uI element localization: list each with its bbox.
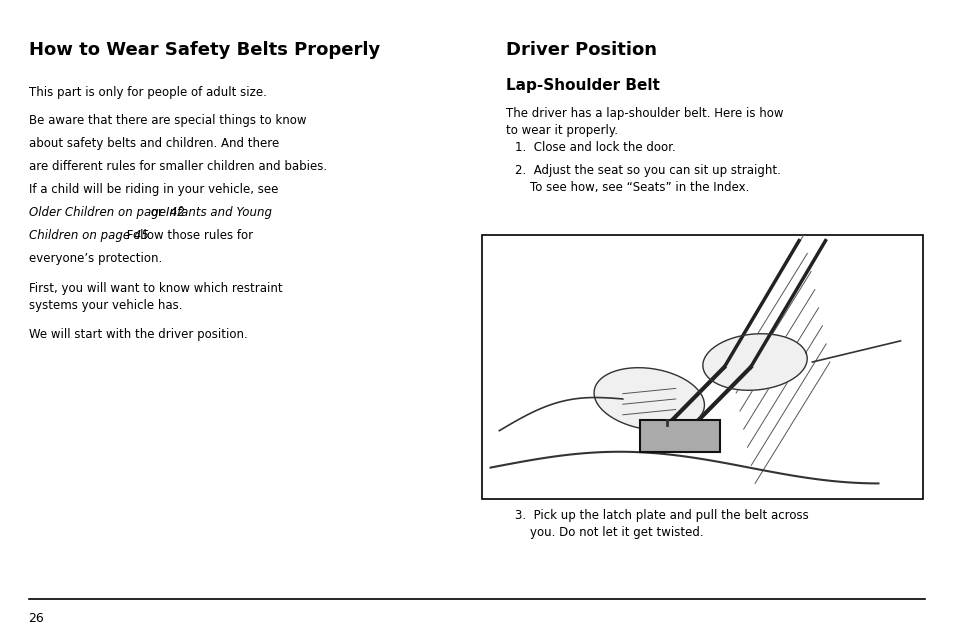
Text: Lap-Shoulder Belt: Lap-Shoulder Belt <box>505 78 659 93</box>
Text: This part is only for people of adult size.: This part is only for people of adult si… <box>29 86 266 99</box>
Text: everyone’s protection.: everyone’s protection. <box>29 252 162 265</box>
Text: First, you will want to know which restraint
systems your vehicle has.: First, you will want to know which restr… <box>29 282 282 312</box>
Polygon shape <box>594 368 703 430</box>
Text: Driver Position: Driver Position <box>505 41 656 59</box>
Text: Children on page 45.: Children on page 45. <box>29 229 152 242</box>
Text: We will start with the driver position.: We will start with the driver position. <box>29 328 247 341</box>
Text: about safety belts and children. And there: about safety belts and children. And the… <box>29 137 278 150</box>
Text: 1.  Close and lock the door.: 1. Close and lock the door. <box>515 141 676 154</box>
Text: The driver has a lap-shoulder belt. Here is how
to wear it properly.: The driver has a lap-shoulder belt. Here… <box>505 107 782 137</box>
Text: 3.  Pick up the latch plate and pull the belt across
    you. Do not let it get : 3. Pick up the latch plate and pull the … <box>515 509 808 539</box>
Text: Follow those rules for: Follow those rules for <box>123 229 253 242</box>
Polygon shape <box>702 334 806 391</box>
Text: How to Wear Safety Belts Properly: How to Wear Safety Belts Properly <box>29 41 379 59</box>
Text: If a child will be riding in your vehicle, see: If a child will be riding in your vehicl… <box>29 183 277 196</box>
Text: 26: 26 <box>29 612 45 625</box>
Text: Infants and Young: Infants and Young <box>166 206 272 219</box>
Text: 2.  Adjust the seat so you can sit up straight.
    To see how, see “Seats” in t: 2. Adjust the seat so you can sit up str… <box>515 164 781 194</box>
Text: are different rules for smaller children and babies.: are different rules for smaller children… <box>29 160 326 173</box>
Text: Older Children on page 42: Older Children on page 42 <box>29 206 184 219</box>
Text: or: or <box>147 206 166 219</box>
Bar <box>639 420 719 452</box>
Text: Be aware that there are special things to know: Be aware that there are special things t… <box>29 114 306 127</box>
Bar <box>481 235 922 499</box>
